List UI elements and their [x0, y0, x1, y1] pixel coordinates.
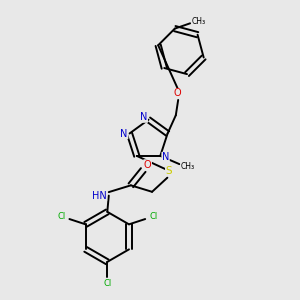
- Text: O: O: [144, 160, 152, 170]
- Text: HN: HN: [92, 190, 107, 201]
- Text: Cl: Cl: [57, 212, 65, 221]
- Text: O: O: [174, 88, 182, 98]
- Text: N: N: [140, 112, 148, 122]
- Text: Cl: Cl: [149, 212, 158, 221]
- Text: Cl: Cl: [103, 279, 111, 288]
- Text: N: N: [121, 128, 128, 139]
- Text: CH₃: CH₃: [181, 162, 195, 171]
- Text: CH₃: CH₃: [192, 17, 206, 26]
- Text: N: N: [162, 152, 169, 162]
- Text: S: S: [166, 166, 172, 176]
